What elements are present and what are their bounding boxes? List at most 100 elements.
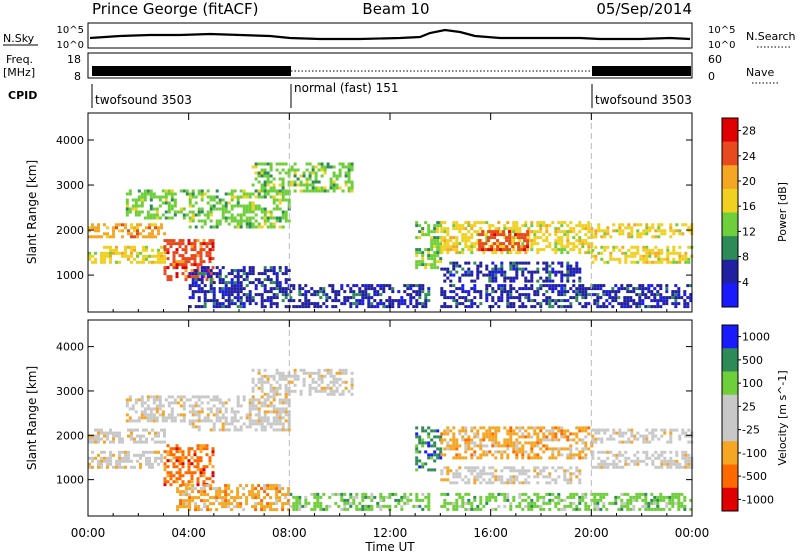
power-cell bbox=[263, 192, 267, 196]
power-cell bbox=[218, 198, 222, 202]
velocity-cell bbox=[533, 453, 537, 457]
power-cell bbox=[542, 299, 546, 303]
power-cell bbox=[621, 223, 625, 227]
power-cell bbox=[209, 290, 213, 294]
velocity-cell bbox=[302, 371, 306, 375]
velocity-cbar-label: Velocity [m s^-1] bbox=[776, 370, 789, 465]
power-cell bbox=[88, 226, 91, 230]
power-cell bbox=[343, 296, 347, 300]
power-cell bbox=[603, 232, 607, 236]
power-cell bbox=[491, 251, 495, 255]
velocity-cell bbox=[154, 459, 157, 463]
velocity-cell bbox=[248, 490, 252, 494]
power-cell bbox=[329, 177, 333, 181]
power-cell bbox=[412, 284, 416, 288]
velocity-cell bbox=[325, 507, 329, 511]
velocity-cell bbox=[278, 374, 282, 378]
power-cell bbox=[233, 269, 237, 273]
power-cell bbox=[569, 248, 573, 252]
power-cell bbox=[464, 227, 468, 231]
power-cell bbox=[200, 192, 204, 196]
power-cell bbox=[440, 236, 444, 240]
power-cell bbox=[509, 287, 513, 291]
power-cell bbox=[458, 230, 462, 234]
velocity-cell bbox=[430, 438, 434, 442]
power-cell bbox=[500, 293, 504, 297]
power-cell bbox=[191, 278, 195, 282]
power-cell bbox=[478, 239, 482, 243]
velocity-cell bbox=[506, 492, 510, 496]
power-cell bbox=[364, 290, 368, 294]
power-cell bbox=[221, 207, 225, 211]
velocity-cell bbox=[236, 505, 240, 509]
power-cell bbox=[158, 198, 162, 202]
velocity-cell bbox=[446, 507, 450, 511]
power-cell bbox=[542, 221, 546, 225]
power-cell bbox=[199, 242, 203, 246]
velocity-cell bbox=[596, 501, 600, 505]
velocity-cell bbox=[155, 407, 159, 411]
power-cell bbox=[254, 207, 258, 211]
velocity-cell bbox=[603, 462, 607, 466]
velocity-cell bbox=[606, 456, 610, 460]
velocity-cell bbox=[191, 404, 195, 408]
velocity-cell bbox=[542, 475, 546, 479]
velocity-cell bbox=[515, 444, 519, 448]
freq-left-tick-bottom: 8 bbox=[74, 70, 81, 83]
velocity-cell bbox=[199, 444, 203, 448]
velocity-cell bbox=[127, 459, 130, 463]
velocity-cell bbox=[433, 450, 437, 454]
velocity-cell bbox=[314, 389, 318, 393]
velocity-cell bbox=[606, 437, 610, 441]
power-cell bbox=[341, 165, 345, 169]
power-cell bbox=[666, 257, 670, 261]
velocity-cell bbox=[391, 492, 395, 496]
power-cell bbox=[524, 267, 528, 271]
velocity-cell bbox=[248, 410, 252, 414]
velocity-cell bbox=[260, 419, 264, 423]
power-cell bbox=[560, 242, 564, 246]
velocity-cell bbox=[263, 428, 267, 432]
velocity-cell bbox=[236, 401, 240, 405]
velocity-cell bbox=[266, 398, 270, 402]
power-cell bbox=[191, 213, 195, 217]
velocity-cell bbox=[427, 498, 431, 502]
power-cell bbox=[218, 275, 222, 279]
power-cell bbox=[674, 293, 678, 297]
power-cell bbox=[518, 267, 522, 271]
velocity-cell bbox=[166, 450, 170, 454]
velocity-cell bbox=[254, 422, 258, 426]
velocity-cell bbox=[436, 429, 440, 433]
velocity-cell bbox=[350, 383, 354, 387]
power-cell bbox=[545, 239, 549, 243]
power-cell bbox=[350, 186, 354, 190]
power-cell bbox=[418, 284, 422, 288]
velocity-cell bbox=[509, 435, 513, 439]
velocity-cell bbox=[361, 498, 365, 502]
power-cell bbox=[248, 302, 252, 306]
power-cell bbox=[654, 254, 658, 258]
power-cell bbox=[497, 296, 501, 300]
velocity-cell bbox=[482, 478, 486, 482]
velocity-cell bbox=[388, 504, 392, 508]
velocity-cell bbox=[233, 428, 237, 432]
power-cell bbox=[403, 284, 407, 288]
power-cell bbox=[197, 299, 201, 303]
velocity-cell bbox=[292, 504, 296, 508]
power-cell bbox=[289, 296, 293, 300]
power-cell bbox=[506, 276, 510, 280]
power-cell bbox=[548, 245, 552, 249]
velocity-cell bbox=[539, 472, 543, 476]
power-cell bbox=[281, 195, 285, 199]
power-cell bbox=[137, 195, 141, 199]
velocity-cell bbox=[191, 490, 195, 494]
power-cell bbox=[112, 235, 115, 239]
velocity-cell bbox=[281, 422, 285, 426]
power-cell bbox=[272, 189, 276, 193]
power-cell bbox=[647, 296, 651, 300]
velocity-cell bbox=[452, 441, 456, 445]
velocity-cell bbox=[600, 459, 604, 463]
power-cell bbox=[125, 207, 129, 211]
power-cell bbox=[166, 248, 170, 252]
power-cell bbox=[493, 230, 497, 234]
